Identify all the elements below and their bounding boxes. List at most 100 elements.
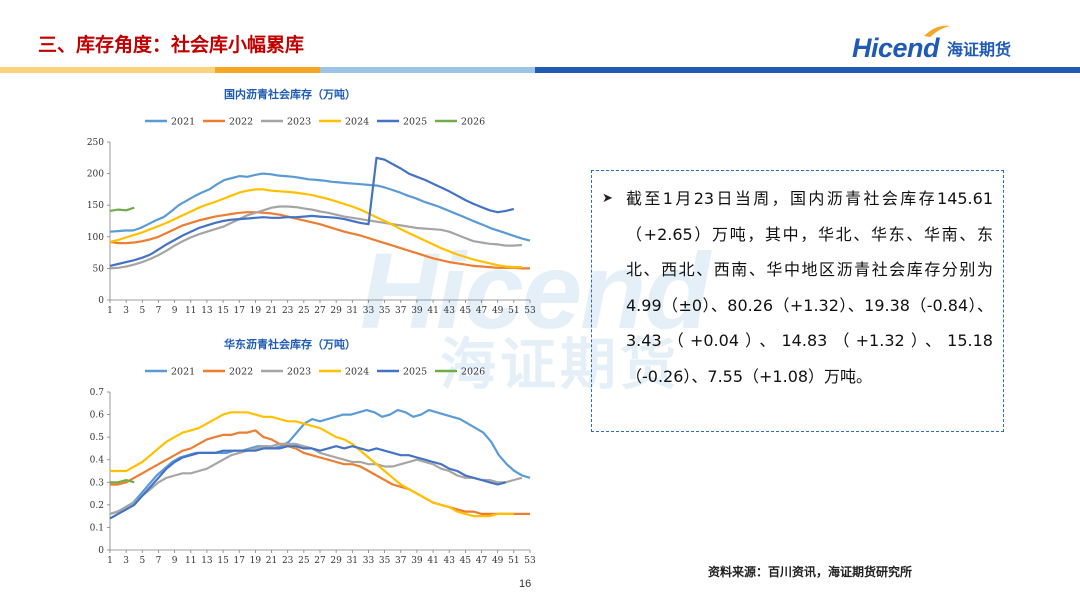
arrow-bullet-icon: ➤ bbox=[602, 191, 613, 206]
series-line-2021 bbox=[109, 172, 531, 242]
x-tick-label: 11 bbox=[185, 306, 196, 316]
legend-label-2021: 2021 bbox=[171, 367, 195, 378]
x-tick-label: 43 bbox=[444, 556, 456, 566]
series-line-2026 bbox=[110, 478, 135, 484]
y-tick-label: 0.6 bbox=[90, 411, 105, 421]
x-tick-label: 3 bbox=[123, 556, 129, 566]
header-band-blue bbox=[535, 67, 1080, 73]
x-tick-label: 13 bbox=[201, 556, 213, 566]
legend-label-2022: 2022 bbox=[229, 367, 253, 378]
x-tick-label: 35 bbox=[379, 556, 391, 566]
legend-label-2023: 2023 bbox=[287, 117, 311, 128]
y-tick-label: 250 bbox=[87, 138, 104, 148]
x-tick-label: 17 bbox=[234, 306, 246, 316]
y-tick-label: 100 bbox=[87, 233, 104, 243]
x-tick-label: 27 bbox=[314, 306, 326, 316]
series-line-2024 bbox=[110, 411, 514, 518]
x-tick-label: 25 bbox=[298, 306, 310, 316]
y-tick-label: 200 bbox=[87, 170, 104, 180]
summary-note-text: 截至1月23日当周，国内沥青社会库存145.61（+2.65）万吨，其中，华北、… bbox=[626, 189, 993, 386]
x-tick-label: 41 bbox=[427, 306, 438, 316]
series-line-2022 bbox=[110, 429, 530, 515]
x-tick-label: 31 bbox=[347, 556, 358, 566]
company-logo: Hicend 海证期货 bbox=[852, 25, 1012, 66]
header-band-yellow bbox=[0, 67, 215, 73]
y-tick-label: 0 bbox=[98, 296, 104, 306]
x-tick-label: 49 bbox=[492, 556, 504, 566]
x-tick-label: 49 bbox=[492, 306, 504, 316]
chart-title: 华东沥青社会库存（万吨） bbox=[224, 337, 356, 351]
series-line-2023 bbox=[109, 205, 522, 270]
x-tick-label: 53 bbox=[524, 306, 536, 316]
series-line-2023 bbox=[109, 442, 523, 515]
summary-note-box: ➤ 截至1月23日当周，国内沥青社会库存145.61（+2.65）万吨，其中，华… bbox=[591, 170, 1004, 432]
x-tick-label: 9 bbox=[172, 306, 178, 316]
x-tick-label: 47 bbox=[476, 556, 488, 566]
x-tick-label: 3 bbox=[123, 306, 129, 316]
y-tick-label: 50 bbox=[93, 264, 105, 274]
x-tick-label: 25 bbox=[298, 556, 310, 566]
x-tick-label: 47 bbox=[476, 306, 488, 316]
data-source: 资料来源：百川资讯，海证期货研究所 bbox=[708, 565, 913, 579]
series-line-2025 bbox=[109, 445, 507, 520]
y-tick-label: 0.5 bbox=[90, 433, 105, 443]
x-tick-label: 7 bbox=[156, 306, 162, 316]
y-tick-label: 0.3 bbox=[90, 478, 105, 488]
x-tick-label: 29 bbox=[330, 306, 342, 316]
x-tick-label: 41 bbox=[427, 556, 438, 566]
series-line-2021 bbox=[109, 408, 531, 515]
x-tick-label: 21 bbox=[266, 556, 277, 566]
page-title: 三、库存角度：社会库小幅累库 bbox=[38, 34, 305, 56]
x-tick-label: 39 bbox=[411, 306, 423, 316]
x-tick-label: 43 bbox=[444, 306, 456, 316]
x-tick-label: 45 bbox=[460, 556, 472, 566]
logo-chinese-name: 海证期货 bbox=[947, 40, 1012, 59]
x-tick-label: 19 bbox=[250, 556, 262, 566]
legend-label-2024: 2024 bbox=[345, 367, 369, 378]
x-tick-label: 5 bbox=[139, 556, 145, 566]
legend-label-2025: 2025 bbox=[403, 117, 427, 128]
y-tick-label: 0.7 bbox=[90, 388, 105, 398]
x-tick-label: 15 bbox=[217, 306, 229, 316]
x-tick-label: 27 bbox=[314, 556, 326, 566]
page-number: 16 bbox=[519, 578, 532, 590]
x-tick-label: 51 bbox=[508, 306, 519, 316]
x-tick-label: 29 bbox=[330, 556, 342, 566]
legend-label-2026: 2026 bbox=[461, 367, 485, 378]
y-tick-label: 0.1 bbox=[90, 523, 104, 533]
x-tick-label: 7 bbox=[156, 556, 162, 566]
logo-wordmark: Hicend bbox=[852, 32, 940, 63]
legend-label-2025: 2025 bbox=[403, 367, 427, 378]
x-tick-label: 33 bbox=[363, 556, 375, 566]
x-tick-label: 11 bbox=[185, 556, 196, 566]
domestic-inventory-chart: 国内沥青社会库存（万吨） 2021 2022 2023 2024 2025 2026 0 50 1… bbox=[87, 87, 536, 316]
x-tick-label: 37 bbox=[395, 306, 407, 316]
x-tick-label: 37 bbox=[395, 556, 407, 566]
east-china-inventory-chart: 华东沥青社会库存（万吨） 2021 2022 2023 2024 2025 2026 0 0.1… bbox=[90, 337, 536, 566]
x-tick-label: 23 bbox=[282, 556, 294, 566]
summary-note: ➤ 截至1月23日当周，国内沥青社会库存145.61（+2.65）万吨，其中，华… bbox=[602, 181, 993, 395]
x-tick-label: 15 bbox=[217, 556, 229, 566]
x-tick-label: 45 bbox=[460, 306, 472, 316]
x-tick-label: 35 bbox=[379, 306, 391, 316]
series-line-2026 bbox=[109, 206, 135, 212]
x-tick-label: 9 bbox=[172, 556, 178, 566]
legend-label-2024: 2024 bbox=[345, 117, 369, 128]
y-tick-label: 0.2 bbox=[90, 501, 104, 511]
x-tick-label: 19 bbox=[250, 306, 262, 316]
x-tick-label: 51 bbox=[508, 556, 519, 566]
x-tick-label: 17 bbox=[234, 556, 246, 566]
x-tick-label: 33 bbox=[363, 306, 375, 316]
x-tick-label: 31 bbox=[347, 306, 358, 316]
header-band-lightblue bbox=[320, 67, 535, 73]
logo-swoosh-icon bbox=[924, 25, 950, 37]
chart-title: 国内沥青社会库存（万吨） bbox=[224, 87, 356, 101]
legend-label-2021: 2021 bbox=[171, 117, 195, 128]
x-tick-label: 13 bbox=[201, 306, 213, 316]
legend-label-2026: 2026 bbox=[461, 117, 485, 128]
x-tick-label: 1 bbox=[107, 306, 113, 316]
legend-label-2023: 2023 bbox=[287, 367, 311, 378]
x-tick-label: 39 bbox=[411, 556, 423, 566]
y-tick-label: 0.4 bbox=[90, 456, 105, 466]
x-tick-label: 21 bbox=[266, 306, 277, 316]
